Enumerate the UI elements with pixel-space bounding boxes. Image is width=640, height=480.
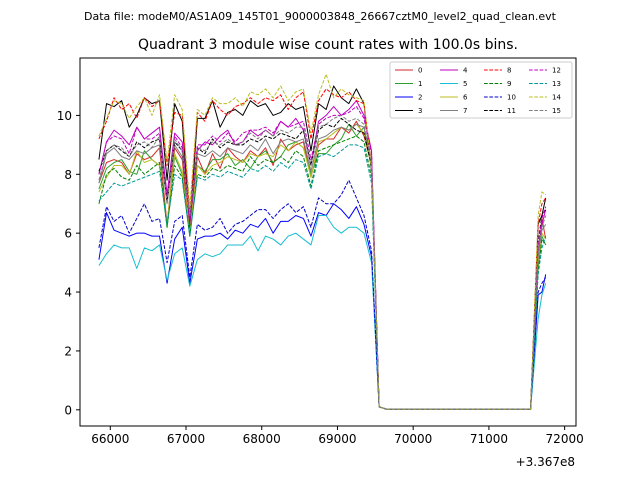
y-tick-label: 6 <box>64 227 72 241</box>
legend-label-13: 13 <box>552 80 561 88</box>
chart-title: Quadrant 3 module wise count rates with … <box>138 37 518 53</box>
legend-label-8: 8 <box>507 67 511 75</box>
y-tick-label: 2 <box>64 344 72 358</box>
legend-label-12: 12 <box>552 67 561 75</box>
y-tick-label: 0 <box>64 403 72 417</box>
x-tick-label: 67000 <box>167 432 205 446</box>
legend-label-4: 4 <box>463 67 468 75</box>
legend-label-7: 7 <box>463 107 467 115</box>
legend-label-6: 6 <box>463 94 468 102</box>
x-tick-label: 66000 <box>91 432 129 446</box>
x-tick-label: 72000 <box>546 432 584 446</box>
legend-label-5: 5 <box>463 80 467 88</box>
plot-lines <box>98 73 547 410</box>
legend-label-1: 1 <box>418 80 422 88</box>
legend-label-9: 9 <box>507 80 511 88</box>
x-axis: 66000 67000 68000 69000 70000 71000 72000 <box>91 426 584 446</box>
legend-label-11: 11 <box>507 107 516 115</box>
x-offset-label: +3.367e8 <box>516 455 575 469</box>
x-tick-label: 68000 <box>243 432 281 446</box>
series-line-14 <box>98 73 547 410</box>
y-tick-label: 4 <box>64 286 72 300</box>
suptitle: Data file: modeM0/AS1A09_145T01_90000038… <box>84 10 557 23</box>
axes-frame <box>79 57 577 427</box>
x-tick-label: 69000 <box>318 432 356 446</box>
legend-label-3: 3 <box>418 107 422 115</box>
x-tick-label: 71000 <box>470 432 508 446</box>
legend-label-14: 14 <box>552 94 561 102</box>
legend-label-0: 0 <box>418 67 422 75</box>
legend-box <box>389 61 573 119</box>
x-tick-label: 70000 <box>394 432 432 446</box>
y-tick-label: 10 <box>57 109 72 123</box>
y-axis: 0 2 4 6 8 10 <box>57 109 80 417</box>
legend-label-15: 15 <box>552 107 561 115</box>
legend-label-2: 2 <box>418 94 422 102</box>
series-line-15 <box>98 114 547 410</box>
y-tick-label: 8 <box>64 168 72 182</box>
legend-label-10: 10 <box>507 94 516 102</box>
